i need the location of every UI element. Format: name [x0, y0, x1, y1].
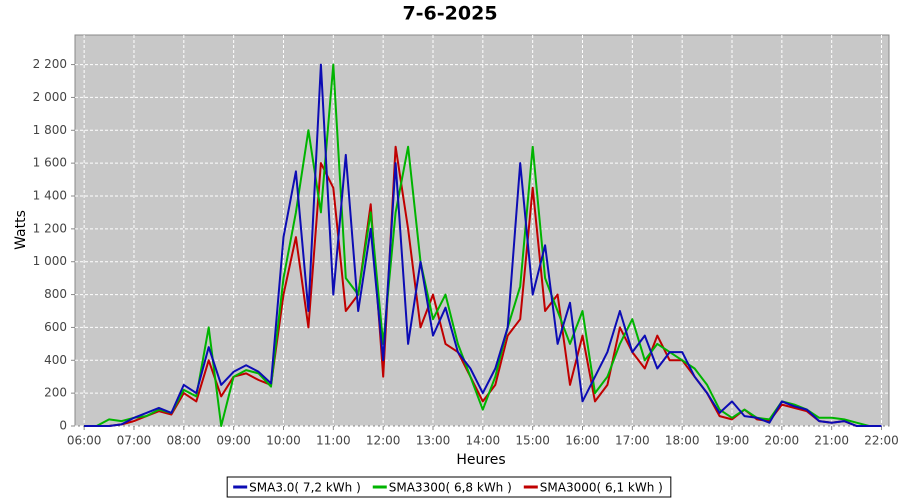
y-tick-label: 200	[44, 386, 67, 400]
x-axis-label: Heures	[456, 452, 505, 468]
x-tick-label: 13:00	[416, 434, 451, 448]
x-tick-label: 12:00	[366, 434, 401, 448]
y-tick-label: 0	[59, 419, 67, 433]
legend-box	[226, 476, 672, 498]
x-tick-label: 20:00	[765, 434, 800, 448]
x-tick-label: 15:00	[515, 434, 550, 448]
y-axis-label: Watts	[13, 210, 29, 250]
y-tick-label: 1 600	[33, 156, 67, 170]
x-tick-label: 14:00	[466, 434, 501, 448]
x-tick-label: 09:00	[216, 434, 251, 448]
x-tick-label: 10:00	[266, 434, 301, 448]
x-tick-label: 07:00	[117, 434, 152, 448]
y-tick-label: 2 200	[33, 57, 67, 71]
legend-label: SMA3.0( 7,2 kWh )	[249, 481, 361, 495]
x-tick-label: 08:00	[167, 434, 202, 448]
x-tick-label: 18:00	[665, 434, 700, 448]
y-tick-label: 800	[44, 287, 67, 301]
y-tick-label: 600	[44, 320, 67, 334]
plot-area	[74, 34, 890, 427]
y-tick-label: 1 400	[33, 189, 67, 203]
y-tick-label: 1 800	[33, 123, 67, 137]
x-tick-label: 22:00	[864, 434, 899, 448]
y-tick-label: 2 000	[33, 90, 67, 104]
series-line	[84, 63, 882, 427]
x-tick-label: 19:00	[715, 434, 750, 448]
y-tick-label: 1 200	[33, 221, 67, 235]
x-tick-label: 11:00	[316, 434, 351, 448]
x-tick-label: 16:00	[565, 434, 600, 448]
x-tick-label: 21:00	[814, 434, 849, 448]
legend-label: SMA3300( 6,8 kWh )	[389, 481, 512, 495]
x-tick-label: 17:00	[615, 434, 650, 448]
chart-title: 7-6-2025	[402, 3, 497, 25]
x-tick-label: 06:00	[67, 434, 102, 448]
legend-label: SMA3000( 6,1 kWh )	[540, 481, 663, 495]
y-tick-label: 1 000	[33, 254, 67, 268]
y-tick-label: 400	[44, 353, 67, 367]
series-line	[84, 63, 882, 427]
